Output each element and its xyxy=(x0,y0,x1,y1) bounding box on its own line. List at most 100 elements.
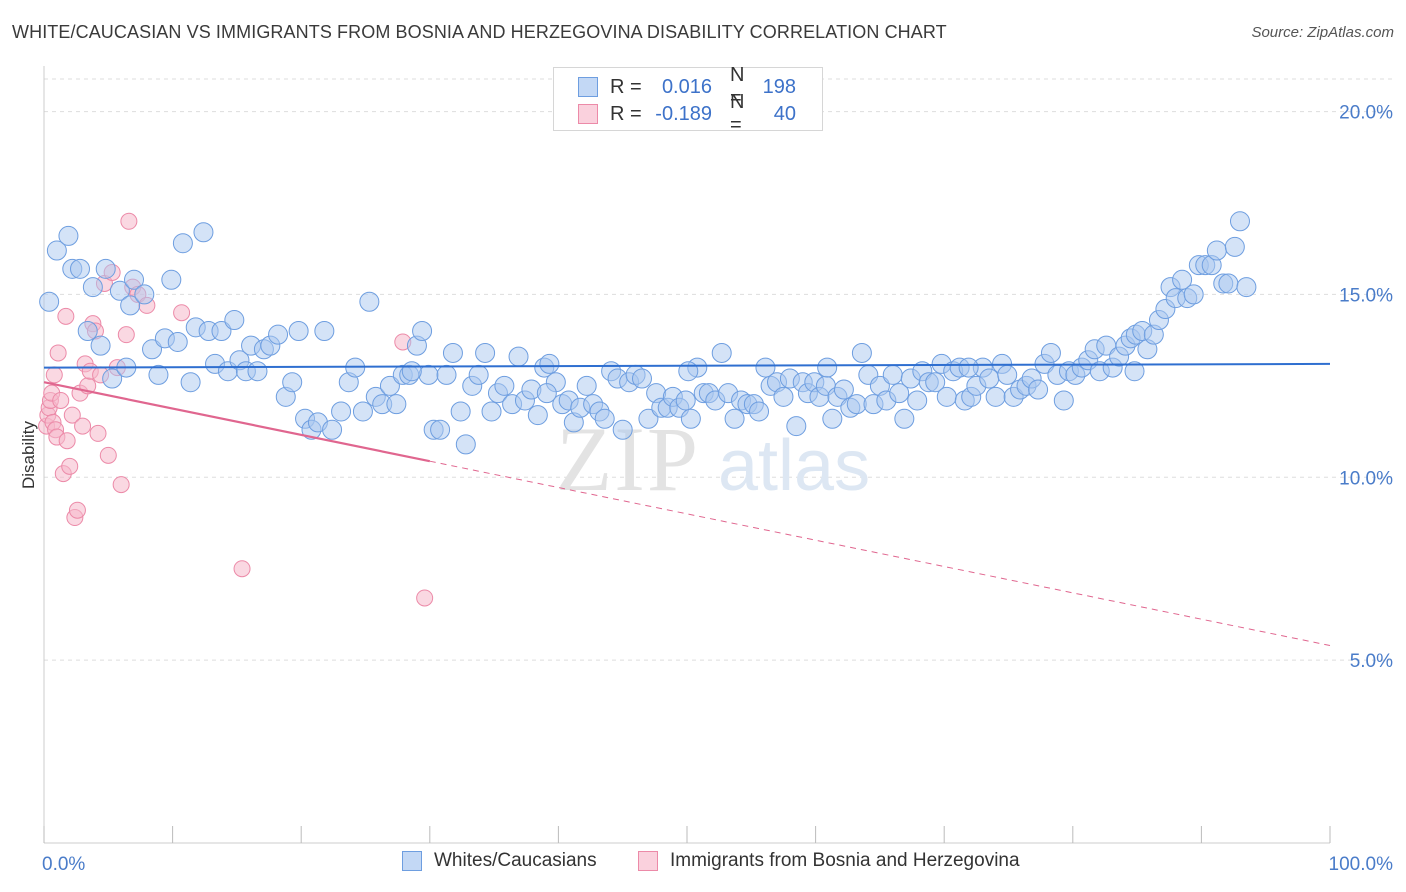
pink-data-point xyxy=(173,304,191,322)
blue-data-point xyxy=(907,390,928,411)
blue-data-point xyxy=(1028,379,1049,400)
blue-data-point xyxy=(288,321,309,341)
x-tick-label: 100.0% xyxy=(1329,854,1394,875)
blue-data-point xyxy=(1053,390,1074,411)
y-axis-label: Disability xyxy=(19,420,38,489)
blue-series-points xyxy=(39,211,1257,455)
pink-data-point xyxy=(89,424,107,442)
blue-data-point xyxy=(386,394,407,415)
legend-n-value: 40 xyxy=(773,102,796,125)
blue-data-point xyxy=(224,310,245,331)
tick-labels: 5.0% 10.0% 15.0% 20.0% 0.0% 100.0% xyxy=(42,103,1393,875)
source-credit: Source: ZipAtlas.com xyxy=(1251,24,1394,41)
legend-item-label: Whites/Caucasians xyxy=(434,850,597,871)
blue-data-point xyxy=(247,361,268,382)
pink-data-point xyxy=(74,417,92,435)
blue-data-point xyxy=(475,342,496,363)
blue-data-point xyxy=(979,368,1000,389)
blue-data-point xyxy=(418,364,439,385)
blue-data-point xyxy=(134,284,155,305)
blue-data-point xyxy=(468,364,489,385)
blue-data-point xyxy=(631,368,652,389)
x-tick-label: 0.0% xyxy=(42,854,85,875)
pink-trend-line xyxy=(43,381,431,463)
blue-data-point xyxy=(58,225,79,246)
blue-data-point xyxy=(822,408,843,429)
blue-data-point xyxy=(882,364,903,385)
blue-data-point xyxy=(1206,240,1227,261)
pink-data-point xyxy=(112,476,130,494)
pink-data-point xyxy=(416,589,434,607)
pink-trend-extension xyxy=(429,460,1331,647)
legend-item-whites[interactable]: Whites/Caucasians xyxy=(402,850,597,872)
blue-data-point xyxy=(680,408,701,429)
y-tick-label: 20.0% xyxy=(1339,103,1393,124)
y-tick-label: 5.0% xyxy=(1350,651,1393,672)
blue-data-point xyxy=(925,372,946,393)
chart-title: WHITE/CAUCASIAN VS IMMIGRANTS FROM BOSNI… xyxy=(12,22,947,42)
blue-data-point xyxy=(958,357,979,378)
blue-data-point xyxy=(82,277,103,298)
pink-data-point xyxy=(233,560,251,578)
blue-data-point xyxy=(1183,284,1204,305)
pink-data-point xyxy=(57,307,75,325)
blue-data-point xyxy=(193,222,214,243)
blue-data-point xyxy=(161,269,182,290)
blue-data-point xyxy=(450,401,471,422)
blue-data-point xyxy=(314,321,335,341)
blue-data-point xyxy=(711,342,732,363)
blue-data-point xyxy=(1124,361,1145,382)
pink-data-point xyxy=(120,212,138,230)
blue-data-point xyxy=(749,401,770,422)
watermark-atlas: atlas xyxy=(718,426,870,506)
pink-data-point xyxy=(61,457,79,475)
blue-trend-line xyxy=(43,362,1331,369)
blue-data-point xyxy=(412,321,433,341)
axes xyxy=(43,66,1331,844)
blue-data-point xyxy=(282,372,303,393)
legend-n-label: N = xyxy=(730,64,745,109)
blue-data-point xyxy=(46,240,67,261)
blue-data-point xyxy=(211,321,232,341)
blue-data-point xyxy=(90,335,111,356)
stats-legend: R = 0.016 N = 198 R = -0.189 N = 40 xyxy=(553,64,823,136)
blue-data-point xyxy=(494,375,515,396)
blue-data-point xyxy=(124,269,145,290)
blue-data-point xyxy=(638,408,659,429)
blue-data-point xyxy=(508,346,529,367)
blue-data-point xyxy=(39,291,60,312)
blue-data-point xyxy=(817,357,838,378)
blue-data-point xyxy=(77,321,98,341)
pink-data-point xyxy=(58,432,76,450)
blue-data-point xyxy=(851,342,872,363)
y-tick-label: 10.0% xyxy=(1339,468,1393,489)
legend-swatch-pink xyxy=(578,104,598,124)
blue-data-point xyxy=(1172,269,1193,290)
legend-r-value: 0.016 xyxy=(661,75,712,98)
pink-data-point xyxy=(45,366,63,384)
trend-lines xyxy=(43,362,1331,647)
blue-data-point xyxy=(724,408,745,429)
legend-swatch-pink xyxy=(638,851,658,871)
blue-data-point xyxy=(481,401,502,422)
blue-data-point xyxy=(773,386,794,407)
y-tick-label: 15.0% xyxy=(1339,285,1393,306)
legend-n-label: N = xyxy=(730,91,745,136)
legend-item-immigrants[interactable]: Immigrants from Bosnia and Herzegovina xyxy=(638,850,1020,872)
blue-data-point xyxy=(102,368,123,389)
blue-data-point xyxy=(142,339,163,360)
legend-r-label: R = xyxy=(610,75,642,98)
blue-data-point xyxy=(527,405,548,426)
blue-data-point xyxy=(894,408,915,429)
blue-data-point xyxy=(95,258,116,279)
blue-data-point xyxy=(120,295,141,316)
blue-data-point xyxy=(997,364,1018,385)
blue-data-point xyxy=(1229,211,1250,232)
legend-swatch-blue xyxy=(402,851,422,871)
blue-data-point xyxy=(833,379,854,400)
blue-data-point xyxy=(352,401,373,422)
pink-data-point xyxy=(63,406,81,424)
legend-r-value: -0.189 xyxy=(655,102,712,125)
pink-data-point xyxy=(117,326,135,344)
